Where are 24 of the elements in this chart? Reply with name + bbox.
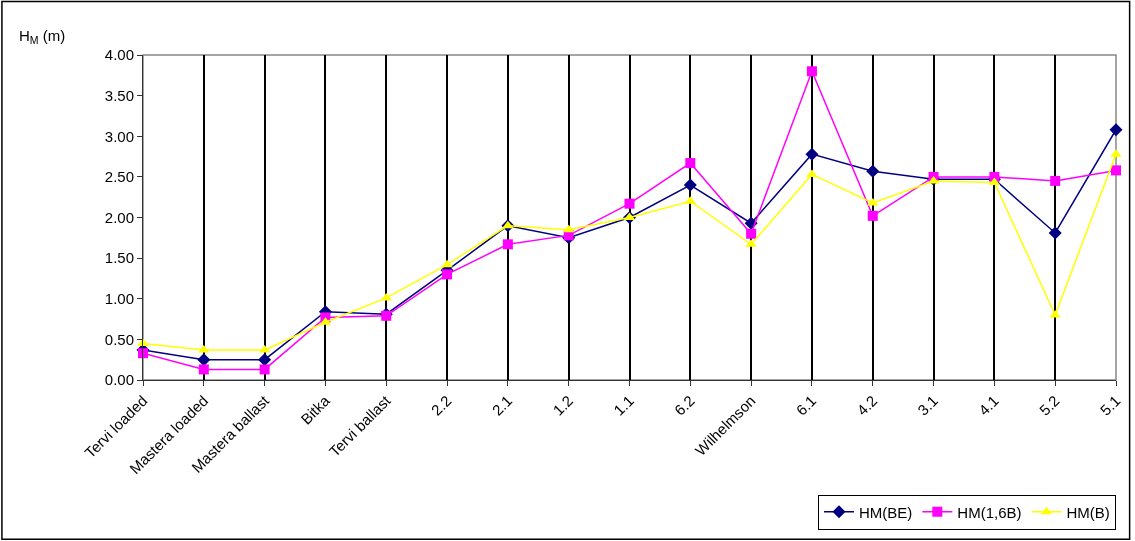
y-tick-label: 2.00 xyxy=(104,208,134,226)
x-tick-label: 1.1 xyxy=(610,391,637,419)
legend-label: HM(BE) xyxy=(859,503,913,521)
x-tick-label: 2.1 xyxy=(488,391,516,419)
y-tick-label: 2.50 xyxy=(104,168,134,186)
y-tick-label: 4.00 xyxy=(104,46,134,64)
x-tick-label: 3.1 xyxy=(914,391,941,419)
x-tick-label: 2.2 xyxy=(427,391,455,419)
x-tick-label: 1.2 xyxy=(549,391,577,419)
x-tick-label: 5.1 xyxy=(1096,391,1124,419)
y-tick-label: 1.50 xyxy=(104,249,134,267)
y-tick-label: 0.00 xyxy=(104,371,134,389)
x-tick-label: 6.1 xyxy=(792,391,820,419)
legend-label: HM(B) xyxy=(1066,503,1110,521)
x-tick-label: 4.1 xyxy=(975,391,1002,419)
y-tick-label: 3.50 xyxy=(104,86,134,104)
y-tick-label: 3.00 xyxy=(104,127,134,145)
legend-label: HM(1,6B) xyxy=(957,503,1022,521)
y-axis-title: H$_{M}$ (m) xyxy=(19,27,66,47)
y-tick-label: 1.00 xyxy=(104,290,134,307)
x-tick-label: 4.2 xyxy=(853,391,881,419)
y-tick-label: 0.50 xyxy=(104,330,134,348)
x-tick-label: 6.2 xyxy=(670,391,698,419)
x-tick-label: 5.2 xyxy=(1035,391,1063,419)
